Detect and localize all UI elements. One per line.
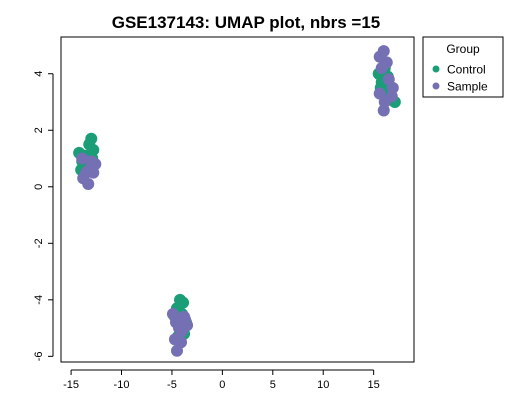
point-sample (175, 336, 188, 349)
y-tick-label: -2 (33, 238, 45, 248)
point-control (177, 296, 190, 309)
y-tick-label: -4 (33, 295, 45, 305)
x-tick-label: -15 (63, 379, 79, 391)
point-sample (377, 45, 390, 58)
x-tick-label: 0 (219, 379, 225, 391)
point-sample (82, 177, 95, 190)
point-control (85, 132, 98, 145)
x-tick-label: 5 (270, 379, 276, 391)
plot-frame (60, 36, 415, 363)
x-tick-label: 10 (317, 379, 329, 391)
y-tick-label: -6 (33, 351, 45, 361)
point-sample (375, 62, 388, 75)
legend-label-control: Control (447, 63, 486, 77)
data-points (73, 45, 401, 357)
legend: Group Control Sample (422, 36, 504, 98)
chart-title: GSE137143: UMAP plot, nbrs =15 (112, 13, 380, 32)
legend-title: Group (446, 42, 480, 56)
x-tick-label: -10 (114, 379, 130, 391)
legend-marker-sample (432, 82, 440, 90)
y-tick-label: 2 (33, 127, 45, 133)
y-tick-label: 4 (33, 71, 45, 77)
legend-label-sample: Sample (447, 80, 488, 94)
y-tick-label: 0 (33, 184, 45, 190)
point-sample (178, 310, 191, 323)
point-sample (373, 87, 386, 100)
legend-marker-control (432, 65, 440, 73)
point-sample (83, 163, 96, 176)
axes: -15 -10 -5 0 5 10 15 -6 -4 -2 0 2 4 (33, 71, 380, 391)
x-tick-label: 15 (368, 379, 380, 391)
point-sample (76, 152, 89, 165)
x-tick-label: -5 (167, 379, 177, 391)
point-sample (377, 104, 390, 117)
point-sample (386, 81, 399, 94)
